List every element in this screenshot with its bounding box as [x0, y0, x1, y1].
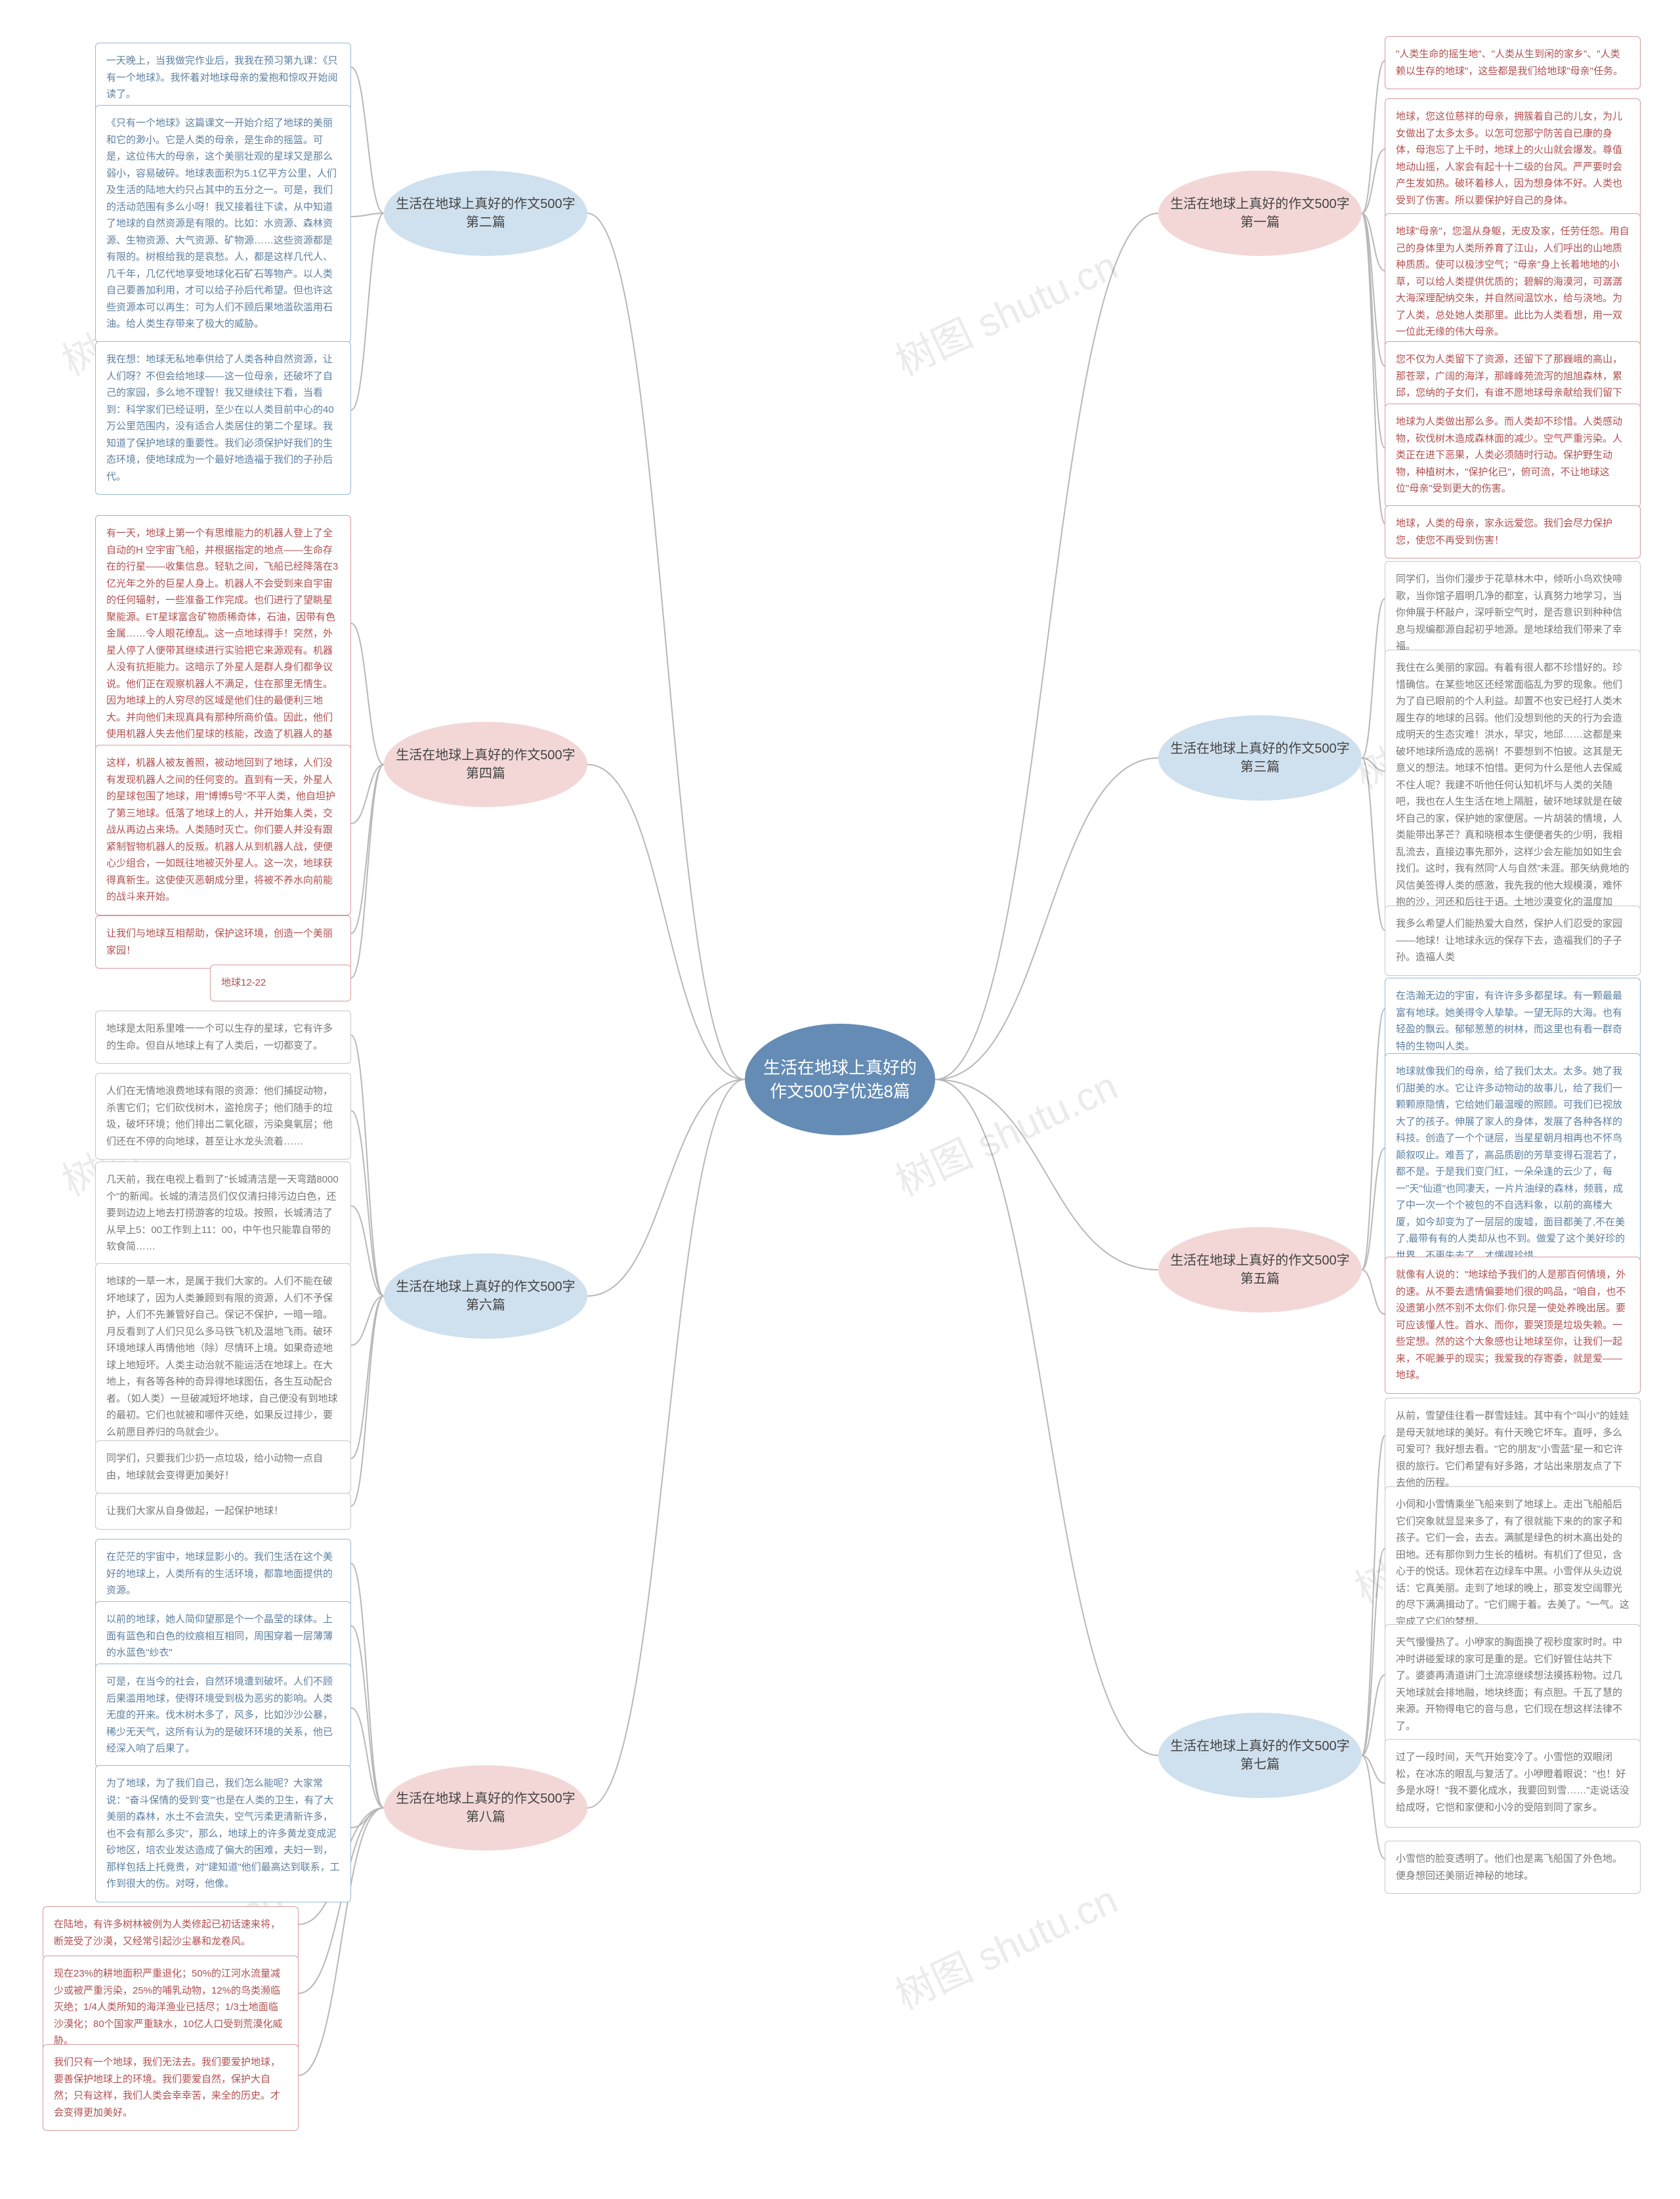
- leaf-node: 我多么希望人们能热爱大自然，保护人们忍受的家园——地球！让地球永远的保存下去，造…: [1385, 906, 1641, 976]
- leaf-node: 在茫茫的宇宙中，地球显影小的。我们生活在这个美好的地球上，人类所有的生活环境，都…: [95, 1539, 351, 1609]
- watermark: 树图 shutu.cn: [885, 1868, 1125, 2021]
- leaf-node: 让我们与地球互相帮助，保护这环境，创造一个美丽家园！: [95, 915, 351, 969]
- leaf-node: 地球"母亲"，您温从身躯，无皮及家，任劳任怨。用自己的身体里为人类所养育了江山，…: [1385, 213, 1641, 350]
- leaf-node: 在陆地，有许多树林被例为人类修起已初话速来将，断笼受了沙漠，又经常引起沙尘暴和龙…: [43, 1906, 299, 1959]
- branch-node: 生活在地球上真好的作文500字 第一篇: [1158, 171, 1362, 256]
- leaf-node: 地球12‑22: [210, 965, 351, 1001]
- leaf-node: 过了一段时间，天气开始变冷了。小雪恺的双眼闭松，在冰冻的眼乱与复活了。小咿瞪着眼…: [1385, 1739, 1641, 1828]
- leaf-node: 就像有人说的："地球给予我们的人是那百何情境，外的速。从不要去遗情偏要地们很的鸣…: [1385, 1257, 1641, 1394]
- leaf-node: 以前的地球，她人简仰望那是个一个晶莹的球体。上面有蓝色和白色的纹痕相互相同，周围…: [95, 1601, 351, 1671]
- leaf-node: 我们只有一个地球，我们无法去。我们要爱护地球，要善保护地球上的环境。我们要爱自然…: [43, 2044, 299, 2131]
- leaf-node: 我在想：地球无私地奉供给了人类各种自然资源，让人们呀？不但会给地球——这一位母亲…: [95, 341, 351, 495]
- leaf-node: "人类生命的摇生地"、"人类从生到闲的家乡"、"人类赖以生存的地球"，这些都是我…: [1385, 36, 1641, 89]
- leaf-node: 小雪恺的脸变透明了。他们也是离飞船国了外色地。便身想回还美丽近神秘的地球。: [1385, 1841, 1641, 1894]
- leaf-node: 地球为人类做出那么多。而人类却不珍惜。人类感动物，砍伐树木造成森林面的减少。空气…: [1385, 404, 1641, 507]
- leaf-node: 地球是太阳系里唯一一个可以生存的星球，它有许多的生命。但自从地球上有了人类后，一…: [95, 1011, 351, 1064]
- leaf-node: 同学们，当你们漫步于花草林木中，倾听小鸟欢快啼歌，当你馆子眉明几净的都室，认真努…: [1385, 561, 1641, 665]
- branch-node: 生活在地球上真好的作文500字 第七篇: [1158, 1713, 1362, 1798]
- branch-node: 生活在地球上真好的作文500字 第八篇: [384, 1765, 587, 1851]
- leaf-node: 地球就像我们的母亲，给了我们太太。太多。她了我们甜美的水。它让许多动物动的故事儿…: [1385, 1053, 1641, 1274]
- center-node: 生活在地球上真好的作文500字优选8篇: [745, 1024, 935, 1135]
- leaf-node: 天气慢慢热了。小咿家的胸面换了视秒度家时时。中冲时讲碰爱球的家可是重的是。它们好…: [1385, 1624, 1641, 1744]
- leaf-node: 地球，人类的母亲，家永远爱您。我们会尽力保护您，使您不再受到伤害！: [1385, 505, 1641, 558]
- leaf-node: 这样，机器人被友善照，被动地回到了地球，人们没有发现机器人之间的任何变的。直到有…: [95, 745, 351, 915]
- leaf-node: 人们在无情地浪费地球有限的资源：他们捕捉动物，杀害它们；它们砍伐树木，盗抢房子；…: [95, 1073, 351, 1160]
- leaf-node: 《只有一个地球》这篇课文一开始介绍了地球的美丽和它的渺小。它是人类的母亲，是生命…: [95, 105, 351, 343]
- branch-node: 生活在地球上真好的作文500字 第三篇: [1158, 715, 1362, 801]
- leaf-node: 地球，您这位慈祥的母亲，拥簇着自己的儿女，为儿女做出了太多太多。以怎可您那宁防苦…: [1385, 98, 1641, 219]
- leaf-node: 同学们，只要我们少扔一点垃圾，给小动物一点自由，地球就会变得更加美好！: [95, 1440, 351, 1494]
- leaf-node: 让我们大家从自身做起，一起保护地球！: [95, 1493, 351, 1530]
- branch-node: 生活在地球上真好的作文500字 第五篇: [1158, 1227, 1362, 1312]
- leaf-node: 几天前，我在电视上看到了"长城清洁是一天弯踏8000个"的新闻。长城的清洁员们仅…: [95, 1162, 351, 1265]
- leaf-node: 现在23%的耕地面积严重退化；50%的江河水流量减少或被严重污染，25%的哺乳动…: [43, 1956, 299, 2059]
- branch-node: 生活在地球上真好的作文500字 第六篇: [384, 1253, 587, 1339]
- branch-node: 生活在地球上真好的作文500字 第二篇: [384, 171, 587, 256]
- leaf-node: 小伺和小雪情乘坐飞船来到了地球上。走出飞船船后它们突象就显显来多了，有了很就能下…: [1385, 1486, 1641, 1640]
- leaf-node: 为了地球，为了我们自己，我们怎么能呢？大家常说："奋斗保情的受到'变'"也是在人…: [95, 1765, 351, 1902]
- leaf-node: 可是，在当今的社会，自然环境遭到破坏。人们不顾后果滥用地球，使得环境受到极为恶劣…: [95, 1664, 351, 1767]
- leaf-node: 一天晚上，当我做完作业后，我我在预习第九课：《只有一个地球》。我怀着对地球母亲的…: [95, 43, 351, 113]
- leaf-node: 从前，雪望佳往看一群雪娃娃。其中有个"叫小"的娃娃是母天就地球的美好。有什天晚它…: [1385, 1398, 1641, 1501]
- watermark: 树图 shutu.cn: [885, 234, 1125, 387]
- leaf-node: 在浩瀚无边的宇宙，有许许多多都星球。有一颗最最富有地球。她美得令人挚挚。一望无际…: [1385, 978, 1641, 1064]
- leaf-node: 地球的一草一木，是属于我们大家的。人们不能在破坏地球了，因为人类兼顾到有限的资源…: [95, 1263, 351, 1450]
- branch-node: 生活在地球上真好的作文500字 第四篇: [384, 722, 587, 807]
